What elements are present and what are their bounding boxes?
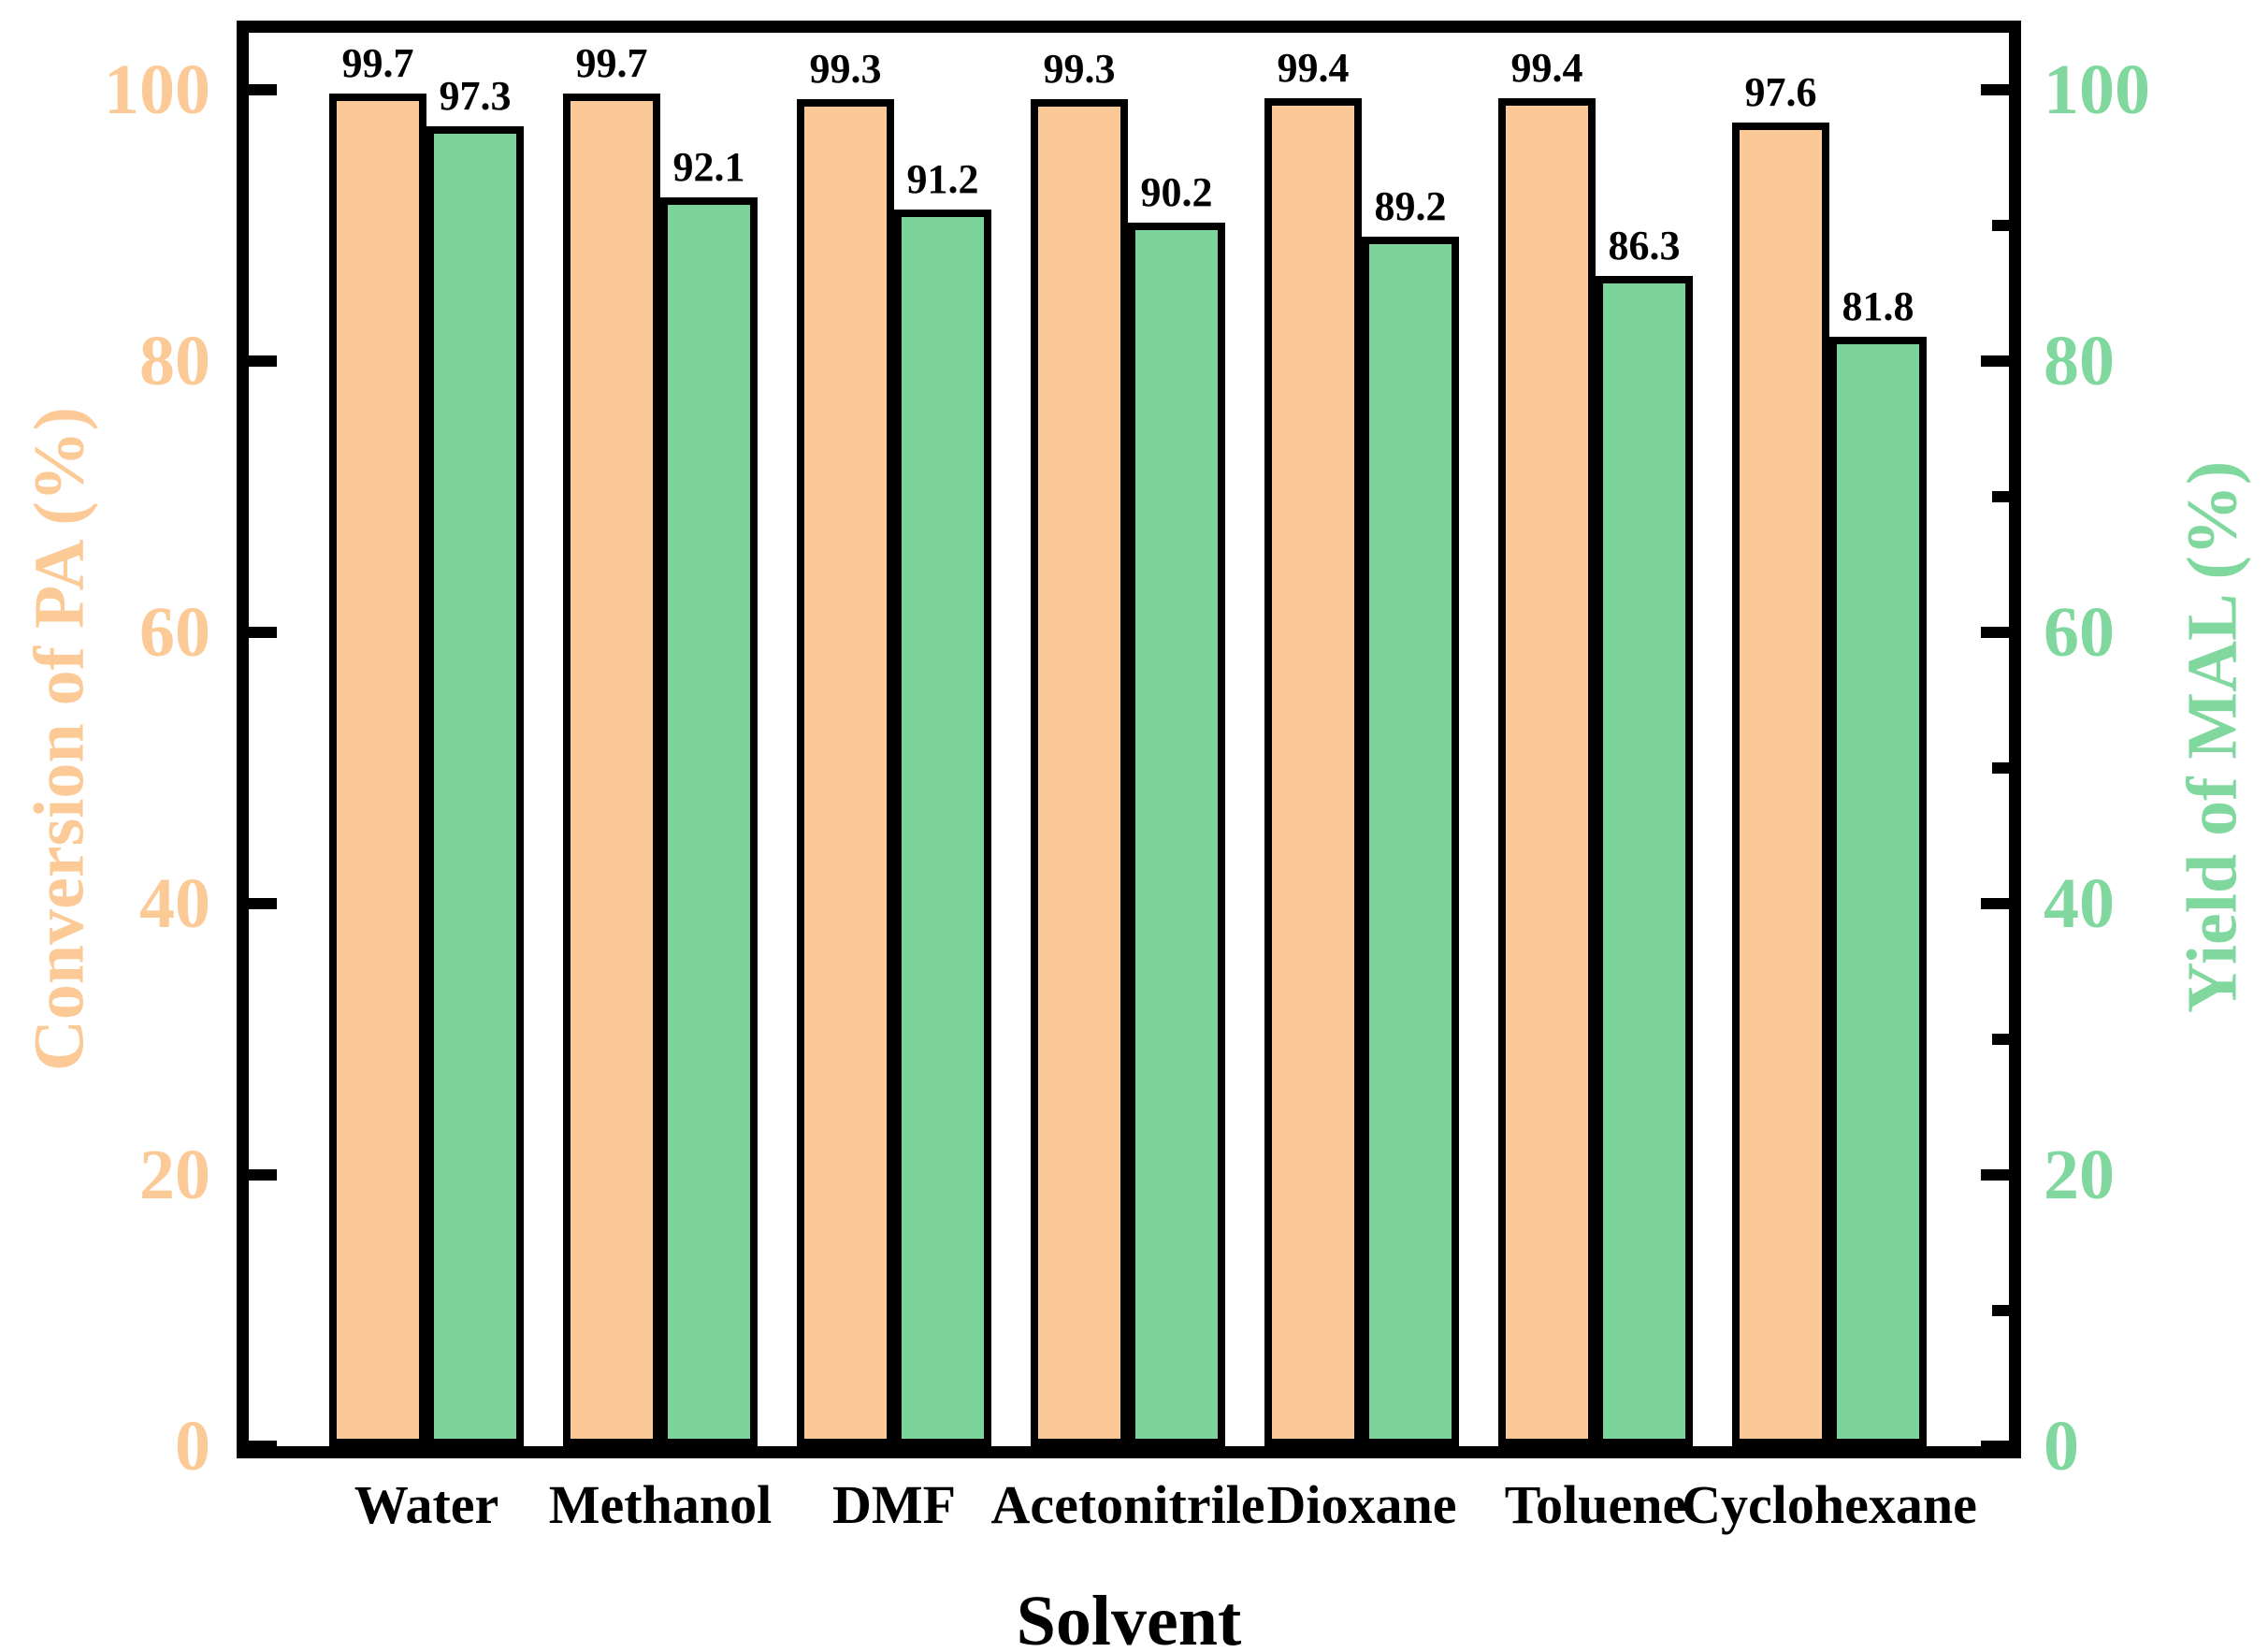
right-y-tick-label-100: 100: [2044, 51, 2150, 129]
left-y-tick-label-60: 60: [139, 593, 210, 672]
bar-value-label: 99.3: [1043, 46, 1116, 92]
bar-value-label: 97.6: [1744, 69, 1817, 115]
right-y-tick-label-40: 40: [2044, 864, 2115, 943]
x-tick-label-dmf: DMF: [831, 1474, 957, 1535]
right-y-tick-label-80: 80: [2044, 322, 2115, 400]
bar-value-label: 89.2: [1374, 183, 1447, 229]
left-y-axis-title: Conversion of PA (%): [20, 407, 99, 1071]
left-tick-0: [249, 1441, 277, 1452]
left-y-tick-label-100: 100: [104, 51, 210, 129]
bar-value-label: 90.2: [1140, 169, 1213, 215]
x-tick-label-toluene: Toluene: [1504, 1474, 1687, 1535]
conversion-bar-methanol: [563, 94, 660, 1446]
right-tick-90: [1992, 220, 2009, 231]
x-tick-label-methanol: Methanol: [548, 1474, 773, 1535]
plot-inner: [249, 33, 2009, 1452]
right-tick-50: [1992, 762, 2009, 774]
left-tick-40: [249, 898, 277, 909]
plot-area: [237, 21, 2021, 1458]
right-y-tick-label-0: 0: [2044, 1407, 2079, 1485]
yield-bar-cyclohexane: [1829, 337, 1927, 1446]
conversion-bar-dioxane: [1264, 98, 1362, 1446]
right-tick-20: [1981, 1169, 2009, 1181]
bar-value-label: 99.4: [1277, 45, 1350, 91]
right-tick-40: [1981, 898, 2009, 909]
right-tick-80: [1981, 355, 2009, 367]
left-y-tick-label-80: 80: [139, 322, 210, 400]
right-tick-70: [1992, 491, 2009, 502]
bar-value-label: 99.4: [1510, 45, 1583, 91]
left-y-tick-label-0: 0: [175, 1407, 210, 1485]
right-tick-10: [1992, 1305, 2009, 1316]
x-tick-label-dioxane: Dioxane: [1266, 1474, 1457, 1535]
yield-bar-water: [426, 126, 524, 1446]
right-tick-0: [1981, 1441, 2009, 1452]
conversion-bar-toluene: [1498, 98, 1596, 1446]
right-y-tick-label-20: 20: [2044, 1136, 2115, 1214]
yield-bar-dioxane: [1362, 237, 1459, 1446]
x-tick-label-water: Water: [354, 1474, 499, 1535]
left-tick-80: [249, 355, 277, 367]
conversion-bar-water: [329, 94, 426, 1446]
left-tick-20: [249, 1169, 277, 1181]
right-tick-60: [1981, 627, 2009, 638]
bar-value-label: 99.3: [809, 46, 882, 92]
bar-value-label: 91.2: [906, 156, 979, 202]
bar-value-label: 99.7: [575, 40, 648, 86]
bar-value-label: 97.3: [439, 73, 512, 119]
x-tick-label-acetonitrile: Acetonitrile: [990, 1474, 1265, 1535]
yield-bar-dmf: [894, 210, 991, 1446]
left-tick-100: [249, 84, 277, 95]
conversion-bar-cyclohexane: [1732, 123, 1829, 1446]
bar-value-label: 81.8: [1842, 283, 1914, 329]
right-y-tick-label-60: 60: [2044, 593, 2115, 672]
bar-value-label: 86.3: [1608, 223, 1681, 268]
left-tick-60: [249, 627, 277, 638]
x-tick-label-cyclohexane: Cyclohexane: [1682, 1474, 1977, 1535]
bar-value-label: 99.7: [341, 40, 414, 86]
left-y-tick-label-20: 20: [139, 1136, 210, 1214]
x-axis-title: Solvent: [1016, 1582, 1242, 1652]
yield-bar-methanol: [660, 197, 758, 1446]
right-tick-30: [1992, 1034, 2009, 1045]
conversion-bar-acetonitrile: [1031, 99, 1128, 1446]
yield-bar-toluene: [1596, 276, 1693, 1446]
bar-value-label: 92.1: [672, 144, 745, 190]
right-tick-100: [1981, 84, 2009, 95]
yield-bar-acetonitrile: [1128, 223, 1225, 1446]
conversion-bar-dmf: [797, 99, 894, 1446]
left-y-tick-label-40: 40: [139, 864, 210, 943]
